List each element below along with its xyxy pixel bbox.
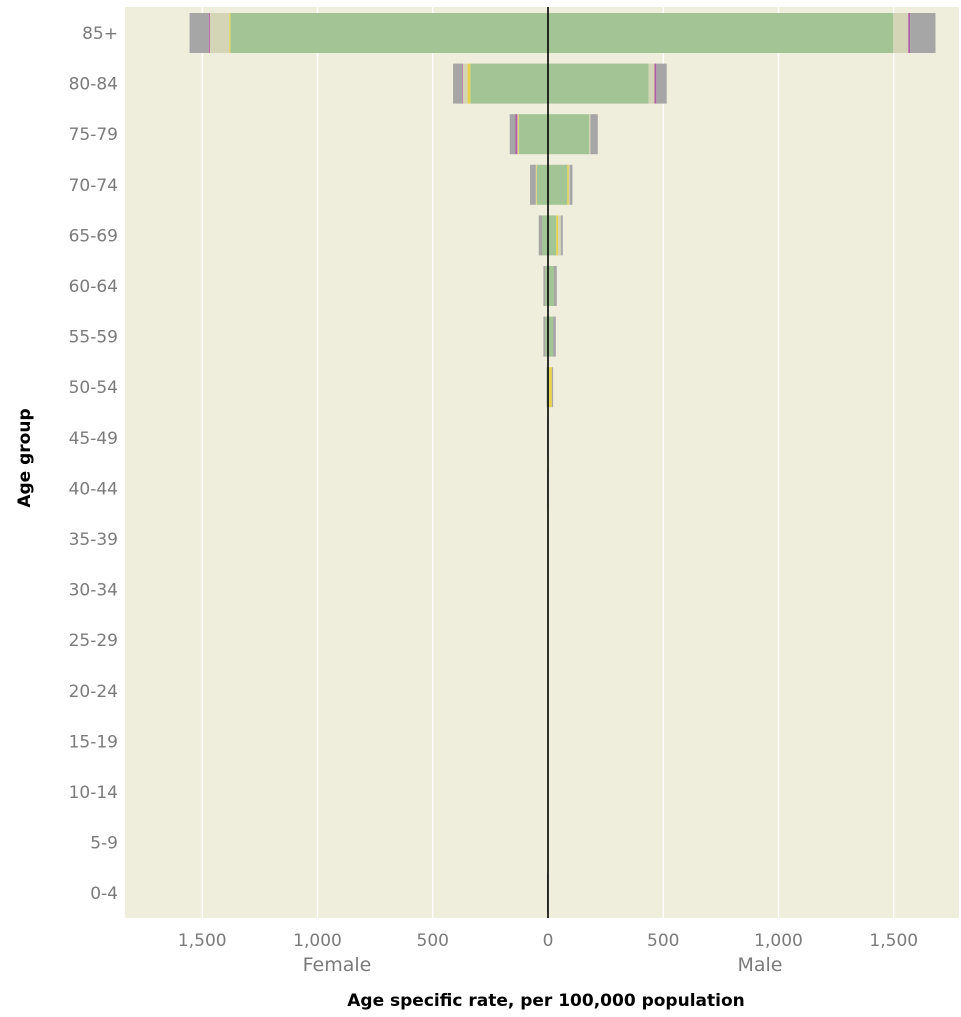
female-label: Female xyxy=(303,954,372,976)
x-tick-label: 0 xyxy=(543,931,554,951)
bar-female-65-69-seg4 xyxy=(538,215,543,256)
y-tick-label: 65-69 xyxy=(69,226,118,246)
bar-female-75-79-seg1 xyxy=(518,114,519,155)
y-tick-label: 45-49 xyxy=(69,429,118,449)
bar-male-55-59-seg0 xyxy=(548,316,554,357)
bar-male-70-74-seg4 xyxy=(569,164,573,205)
x-tick-label: 1,000 xyxy=(754,931,803,951)
bar-female-70-74-seg4 xyxy=(530,164,536,205)
x-tick-label: 500 xyxy=(417,931,449,951)
bar-male-80-84-seg4 xyxy=(656,63,667,104)
y-tick-label: 70-74 xyxy=(69,176,118,196)
y-tick-label: 55-59 xyxy=(69,328,118,348)
x-tick-label: 1,500 xyxy=(178,931,227,951)
y-tick-label: 20-24 xyxy=(69,682,118,702)
bar-male-65-69-seg4 xyxy=(560,215,563,256)
y-tick-label: 85+ xyxy=(82,24,118,44)
bar-female-80-84-seg2 xyxy=(462,63,468,104)
y-tick-label: 75-79 xyxy=(69,125,118,145)
y-tick-label: 25-29 xyxy=(69,631,118,651)
bar-male-80-84-seg0 xyxy=(548,63,649,104)
bar-male-70-74-seg1 xyxy=(567,164,569,205)
y-tick-label: 80-84 xyxy=(69,75,118,95)
bar-female-85+-seg0 xyxy=(230,13,548,53)
y-tick-label: 30-34 xyxy=(69,581,118,601)
bar-male-60-64-seg4 xyxy=(553,266,557,306)
y-tick-label: 60-64 xyxy=(69,277,118,297)
y-tick-label: 0-4 xyxy=(90,884,118,904)
plot-panel xyxy=(125,7,959,918)
bar-male-85+-seg0 xyxy=(548,13,894,53)
y-tick-label: 10-14 xyxy=(69,783,118,803)
y-axis-title: Age group xyxy=(15,408,35,507)
bar-male-65-69-seg2 xyxy=(558,215,561,256)
bar-female-80-84-seg3 xyxy=(462,63,463,104)
bar-male-70-74-seg0 xyxy=(548,164,568,205)
y-tick-label: 15-19 xyxy=(69,732,118,752)
bar-female-55-59-seg4 xyxy=(543,316,546,357)
bar-female-75-79-seg0 xyxy=(518,114,548,155)
bar-female-85+-seg3 xyxy=(208,13,210,53)
bar-male-70-74-seg2 xyxy=(568,164,570,205)
male-label: Male xyxy=(737,954,782,976)
bar-female-80-84-seg1 xyxy=(467,63,471,104)
bar-female-55-59-seg0 xyxy=(545,316,548,357)
bar-male-75-79-seg0 xyxy=(548,114,590,155)
y-tick-label: 35-39 xyxy=(69,530,118,550)
bar-male-50-54-seg1 xyxy=(549,367,552,408)
bar-female-75-79-seg3 xyxy=(515,114,518,155)
bar-male-65-69-seg0 xyxy=(548,215,557,256)
bar-female-80-84-seg0 xyxy=(470,63,548,104)
x-axis-title: Age specific rate, per 100,000 populatio… xyxy=(347,991,744,1011)
bar-male-85+-seg4 xyxy=(910,13,936,53)
bar-female-70-74-seg2 xyxy=(535,164,537,205)
x-tick-labels: 1,500 1,000 500 0 500 1,000 1,500 xyxy=(178,931,918,951)
bar-male-85+-seg2 xyxy=(893,13,909,53)
x-tick-label: 1,000 xyxy=(293,931,342,951)
x-tick-label: 500 xyxy=(647,931,679,951)
bar-male-75-79-seg2 xyxy=(589,114,591,155)
bar-female-85+-seg4 xyxy=(189,13,209,53)
x-tick-label: 1,500 xyxy=(869,931,918,951)
bar-male-85+-seg3 xyxy=(908,13,911,53)
y-tick-label: 50-54 xyxy=(69,378,118,398)
bar-female-60-64-seg0 xyxy=(545,266,548,306)
bar-female-80-84-seg4 xyxy=(453,63,463,104)
bar-female-85+-seg1 xyxy=(229,13,231,53)
bar-male-80-84-seg2 xyxy=(648,63,655,104)
bar-male-50-54-seg4 xyxy=(551,367,554,408)
gridlines xyxy=(201,7,895,918)
bar-female-75-79-seg2 xyxy=(517,114,519,155)
bar-female-70-74-seg0 xyxy=(536,164,548,205)
bar-male-60-64-seg0 xyxy=(548,266,554,306)
bar-female-85+-seg2 xyxy=(209,13,230,53)
y-tick-label: 40-44 xyxy=(69,479,118,499)
bar-female-75-79-seg4 xyxy=(509,114,516,155)
bar-male-75-79-seg4 xyxy=(590,114,598,155)
bar-female-65-69-seg0 xyxy=(542,215,548,256)
y-tick-label: 5-9 xyxy=(90,834,118,854)
bar-male-65-69-seg1 xyxy=(556,215,559,256)
bars xyxy=(189,13,936,914)
bar-female-60-64-seg4 xyxy=(543,266,546,306)
bar-male-80-84-seg3 xyxy=(654,63,657,104)
y-tick-labels: 85+ 80-84 75-79 70-74 65-69 60-64 55-59 50-54 45… xyxy=(69,24,118,904)
bar-male-55-59-seg4 xyxy=(553,316,556,357)
